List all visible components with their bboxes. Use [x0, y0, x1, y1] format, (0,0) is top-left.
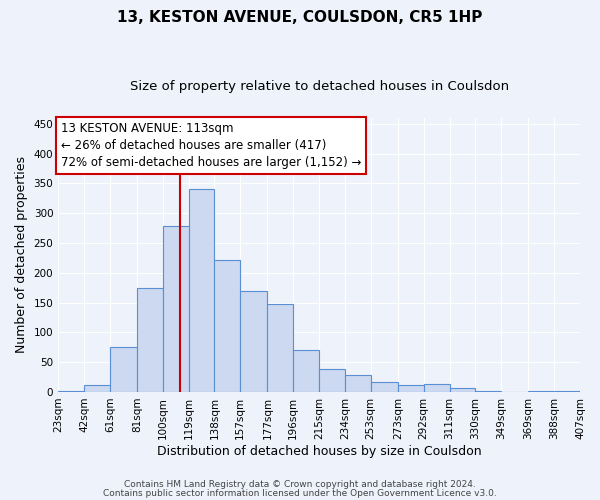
Text: Contains public sector information licensed under the Open Government Licence v3: Contains public sector information licen…: [103, 488, 497, 498]
Bar: [58, 391, 84, 392]
Bar: [188, 190, 214, 392]
Bar: [554, 391, 580, 392]
X-axis label: Distribution of detached houses by size in Coulsdon: Distribution of detached houses by size …: [157, 444, 481, 458]
Bar: [449, 388, 475, 392]
Y-axis label: Number of detached properties: Number of detached properties: [15, 156, 28, 354]
Bar: [529, 391, 554, 392]
Text: 13, KESTON AVENUE, COULSDON, CR5 1HP: 13, KESTON AVENUE, COULSDON, CR5 1HP: [118, 10, 482, 25]
Bar: [110, 348, 137, 392]
Bar: [163, 226, 188, 392]
Title: Size of property relative to detached houses in Coulsdon: Size of property relative to detached ho…: [130, 80, 509, 93]
Bar: [84, 385, 110, 392]
Bar: [345, 374, 371, 392]
Bar: [371, 382, 398, 392]
Bar: [398, 385, 424, 392]
Bar: [424, 384, 449, 392]
Bar: [319, 370, 345, 392]
Bar: [137, 288, 163, 392]
Bar: [240, 290, 268, 392]
Bar: [268, 304, 293, 392]
Bar: [293, 350, 319, 392]
Text: 13 KESTON AVENUE: 113sqm
← 26% of detached houses are smaller (417)
72% of semi-: 13 KESTON AVENUE: 113sqm ← 26% of detach…: [61, 122, 361, 169]
Bar: [475, 391, 501, 392]
Bar: [214, 260, 240, 392]
Text: Contains HM Land Registry data © Crown copyright and database right 2024.: Contains HM Land Registry data © Crown c…: [124, 480, 476, 489]
